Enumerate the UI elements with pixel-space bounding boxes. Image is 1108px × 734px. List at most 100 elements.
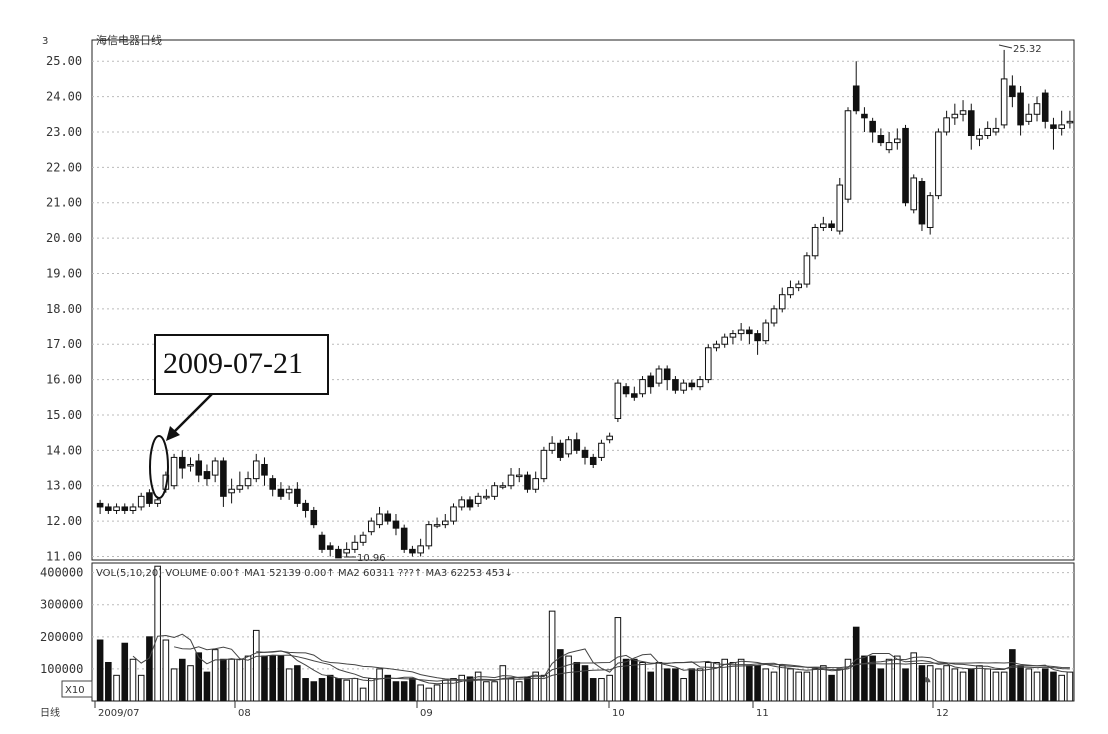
x-axis-label: 10 (612, 708, 625, 719)
volume-bar (1025, 668, 1033, 702)
volume-bar (170, 668, 178, 702)
volume-bar (351, 678, 359, 702)
candle-body-down (1050, 124, 1057, 129)
watermark-glyph: ◔ (918, 668, 933, 695)
volume-scale-box (61, 680, 93, 698)
volume-bar (869, 655, 876, 702)
high-label: 25.32 (1013, 44, 1042, 55)
candle-body-up (425, 524, 433, 547)
volume-bar (770, 671, 778, 702)
candle-body-up (639, 379, 646, 395)
candle-body-up (713, 343, 720, 349)
low-label: 10.96 (357, 553, 386, 564)
volume-tick-label: 100000 (40, 662, 83, 676)
volume-bar (713, 661, 720, 702)
volume-bar (450, 678, 457, 702)
candle-body-down (195, 460, 203, 476)
candle-body-up (499, 485, 507, 488)
volume-bar (1033, 671, 1041, 702)
volume-bar (959, 671, 967, 702)
candle-body-down (852, 85, 860, 112)
chart-title: 海信电器日线 (96, 33, 162, 47)
volume-bar (318, 678, 326, 702)
price-tick-label: 11.00 (46, 549, 82, 563)
candle-body-up (433, 524, 441, 527)
volume-bar (384, 674, 392, 702)
volume-bar (409, 678, 416, 702)
candle-body-up (450, 506, 457, 522)
candle-body-up (885, 142, 893, 151)
volume-bar (943, 665, 950, 702)
volume-bar (376, 668, 383, 702)
candle-body-up (137, 495, 145, 508)
candle-body-up (787, 287, 794, 296)
candle-body-down (622, 386, 630, 395)
volume-bar (606, 674, 613, 702)
candle-body-up (211, 460, 219, 476)
volume-bar (236, 658, 244, 702)
candle-body-down (647, 375, 655, 388)
volume-bar (680, 678, 687, 702)
candle-body-up (228, 488, 235, 494)
volume-bar (548, 610, 556, 702)
volume-axis-ticks: 400000 300000 200000 100000 (40, 566, 83, 676)
volume-bar (762, 668, 770, 702)
volume-bar (737, 658, 745, 702)
volume-bar (844, 658, 852, 702)
price-tick-label: 16.00 (46, 373, 82, 387)
candle-body-up (803, 255, 811, 285)
candle-body-down (326, 545, 334, 550)
volume-bar (573, 661, 581, 702)
candle-body-up (729, 333, 737, 338)
volume-header: VOL(5,10,20) VOLUME 0.00↑ MA1 52139 0.00… (96, 568, 513, 579)
price-tick-label: 15.00 (46, 408, 82, 422)
candle-body-up (976, 135, 983, 140)
volume-bar (1041, 668, 1049, 702)
volume-bar (861, 655, 868, 702)
candle-body-up (154, 499, 161, 504)
candle-body-up (565, 439, 572, 455)
candle-body-up (540, 449, 548, 480)
volume-bar (894, 655, 901, 702)
candle-body-up (696, 379, 704, 388)
volume-bar (392, 681, 400, 702)
volume-bar (1009, 649, 1016, 702)
candle-body-up (129, 506, 137, 511)
candle-body-up (1025, 113, 1033, 122)
candle-body-up (474, 495, 482, 504)
volume-bar (211, 649, 219, 702)
volume-bar (836, 668, 844, 702)
volume-bar (746, 665, 753, 702)
candle-body-up (376, 513, 383, 526)
candle-body-down (302, 502, 309, 511)
volume-bar (1050, 671, 1057, 702)
x-axis-label: 09 (420, 708, 433, 719)
candle-body-down (220, 460, 227, 497)
volume-bar (754, 665, 761, 702)
volume-bar (811, 668, 819, 702)
callout-box (154, 334, 329, 395)
candle-body-down (631, 393, 638, 398)
x-axis-label: 2009/07 (98, 708, 140, 719)
volume-bar (137, 674, 145, 702)
volume-bar (203, 671, 211, 702)
volume-bar (992, 671, 1000, 702)
candle-body-down (557, 442, 564, 458)
candle-body-up (252, 460, 260, 480)
candle-body-down (261, 463, 268, 476)
candle-body-down (96, 502, 104, 508)
candle-body-up (778, 294, 786, 310)
volume-scale-label: X10 (65, 685, 85, 696)
volume-bar (195, 652, 203, 702)
volume-bar (540, 674, 548, 702)
volume-bar (803, 671, 811, 702)
volume-bar (244, 655, 252, 702)
candle-body-down (178, 456, 186, 469)
volume-bar (277, 655, 285, 702)
x-axis-label: 08 (238, 708, 251, 719)
volume-bar (335, 678, 342, 702)
candle-body-down (877, 135, 885, 144)
price-tick-label: 14.00 (46, 443, 82, 457)
volume-bar (228, 658, 235, 702)
high-marker: 25.32 (998, 44, 1042, 55)
